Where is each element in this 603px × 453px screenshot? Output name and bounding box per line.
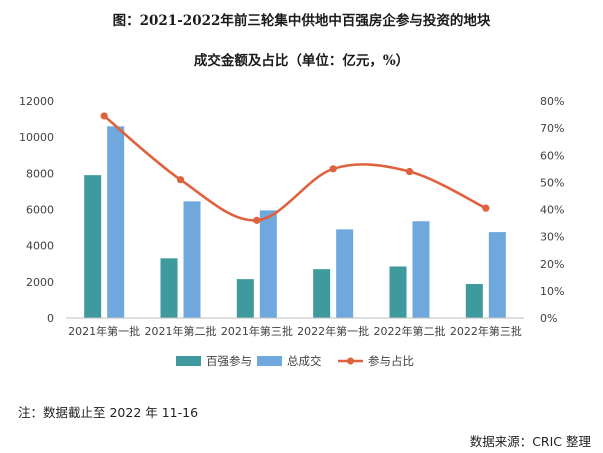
line-point (405, 167, 414, 176)
bar (488, 232, 506, 318)
bar (84, 175, 102, 318)
right-tick-label: 30% (540, 231, 564, 244)
bar (412, 221, 430, 318)
legend-marker (347, 357, 354, 365)
category-label: 2021年第一批 (68, 324, 140, 338)
category-label: 2022年第三批 (450, 324, 522, 338)
right-tick-label: 80% (540, 95, 564, 108)
line-point (100, 112, 108, 120)
bar (160, 258, 178, 318)
bar (107, 126, 125, 318)
left-tick-label: 12000 (19, 95, 54, 108)
right-tick-label: 0% (540, 312, 557, 325)
right-tick-label: 40% (540, 204, 564, 217)
category-label: 2022年第一批 (297, 324, 369, 338)
bar (236, 279, 254, 318)
left-tick-label: 10000 (19, 131, 54, 144)
line-point (253, 216, 261, 224)
data-source: 数据来源：CRIC 整理 (469, 434, 591, 449)
legend-swatch (257, 356, 282, 366)
line-point (176, 176, 185, 184)
category-label: 2021年第二批 (145, 324, 217, 338)
share-line (103, 114, 487, 222)
right-tick-label: 50% (540, 176, 564, 189)
footnote: 注：数据截止至 2022 年 11-16 (18, 405, 199, 420)
bar (313, 269, 331, 318)
bar (336, 229, 354, 318)
left-tick-label: 6000 (26, 204, 54, 217)
line-point (482, 204, 490, 212)
legend-label: 百强参与 (206, 354, 252, 368)
bar (465, 284, 483, 318)
right-tick-label: 20% (540, 258, 564, 271)
line-point (329, 165, 337, 173)
left-tick-label: 0 (47, 312, 54, 325)
chart-subtitle: 成交金额及占比（单位：亿元，%） (193, 53, 410, 69)
category-label: 2022年第二批 (374, 324, 446, 338)
bar (259, 210, 277, 318)
left-tick-label: 2000 (26, 276, 54, 289)
chart-title: 图：2021-2022年前三轮集中供地中百强房企参与投资的地块 (112, 13, 491, 29)
bar (389, 266, 407, 318)
right-tick-label: 10% (540, 285, 564, 298)
legend-label: 总成交 (287, 354, 322, 368)
left-tick-label: 8000 (26, 167, 54, 180)
legend-label: 参与占比 (368, 354, 414, 368)
right-tick-label: 60% (540, 149, 564, 162)
category-label: 2021年第三批 (221, 324, 293, 338)
bar (183, 201, 201, 318)
right-tick-label: 70% (540, 122, 564, 135)
left-tick-label: 4000 (26, 240, 54, 253)
legend-swatch (176, 356, 201, 366)
